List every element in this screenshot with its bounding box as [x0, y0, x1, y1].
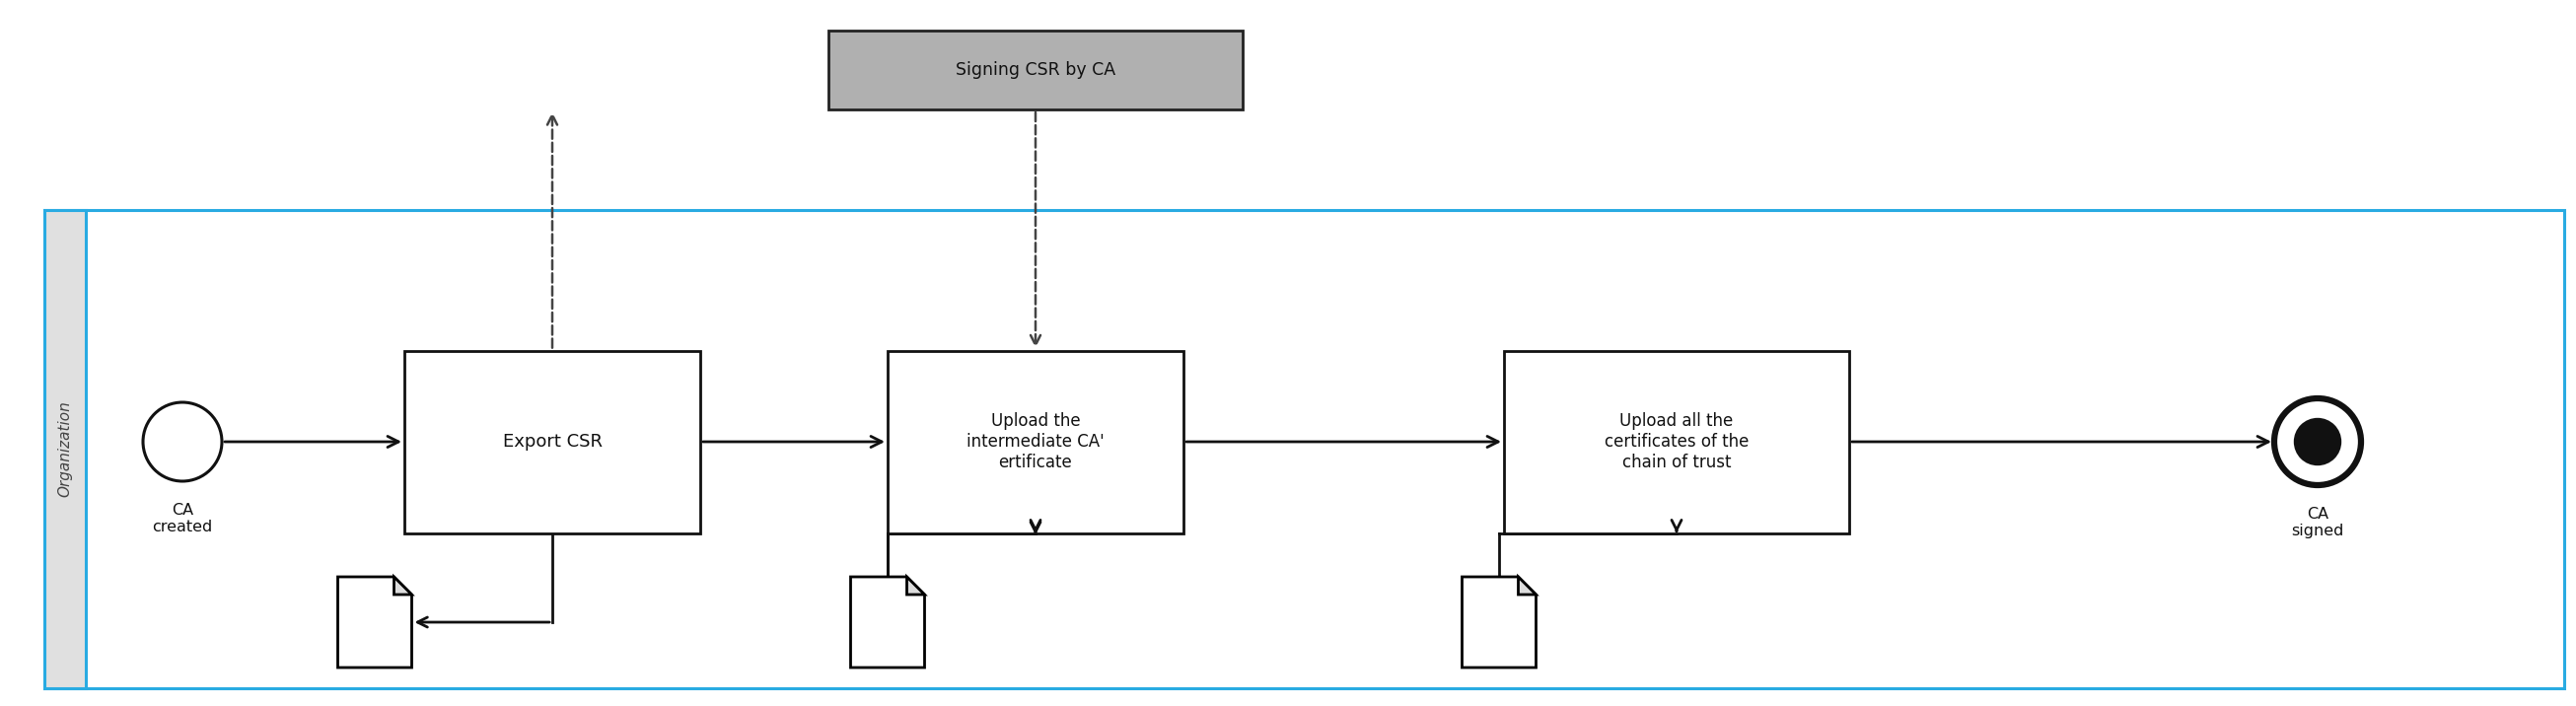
FancyBboxPatch shape [1504, 351, 1850, 533]
FancyBboxPatch shape [44, 210, 85, 688]
FancyBboxPatch shape [889, 351, 1182, 533]
Polygon shape [394, 577, 412, 594]
Text: CA
signed: CA signed [2290, 507, 2344, 539]
FancyBboxPatch shape [404, 351, 701, 533]
Text: Signing CSR by CA: Signing CSR by CA [956, 61, 1115, 79]
Polygon shape [337, 577, 412, 668]
FancyBboxPatch shape [44, 210, 2563, 688]
Text: Export CSR: Export CSR [502, 433, 603, 450]
Polygon shape [850, 577, 925, 668]
Circle shape [2293, 418, 2342, 465]
Text: Upload all the
certificates of the
chain of trust: Upload all the certificates of the chain… [1605, 412, 1749, 471]
Polygon shape [907, 577, 925, 594]
Polygon shape [1517, 577, 1535, 594]
FancyBboxPatch shape [829, 30, 1242, 109]
Text: CA
created: CA created [152, 503, 214, 535]
Polygon shape [1463, 577, 1535, 668]
Text: Organization: Organization [57, 401, 72, 497]
Text: Upload the
intermediate CA'
ertificate: Upload the intermediate CA' ertificate [966, 412, 1105, 471]
